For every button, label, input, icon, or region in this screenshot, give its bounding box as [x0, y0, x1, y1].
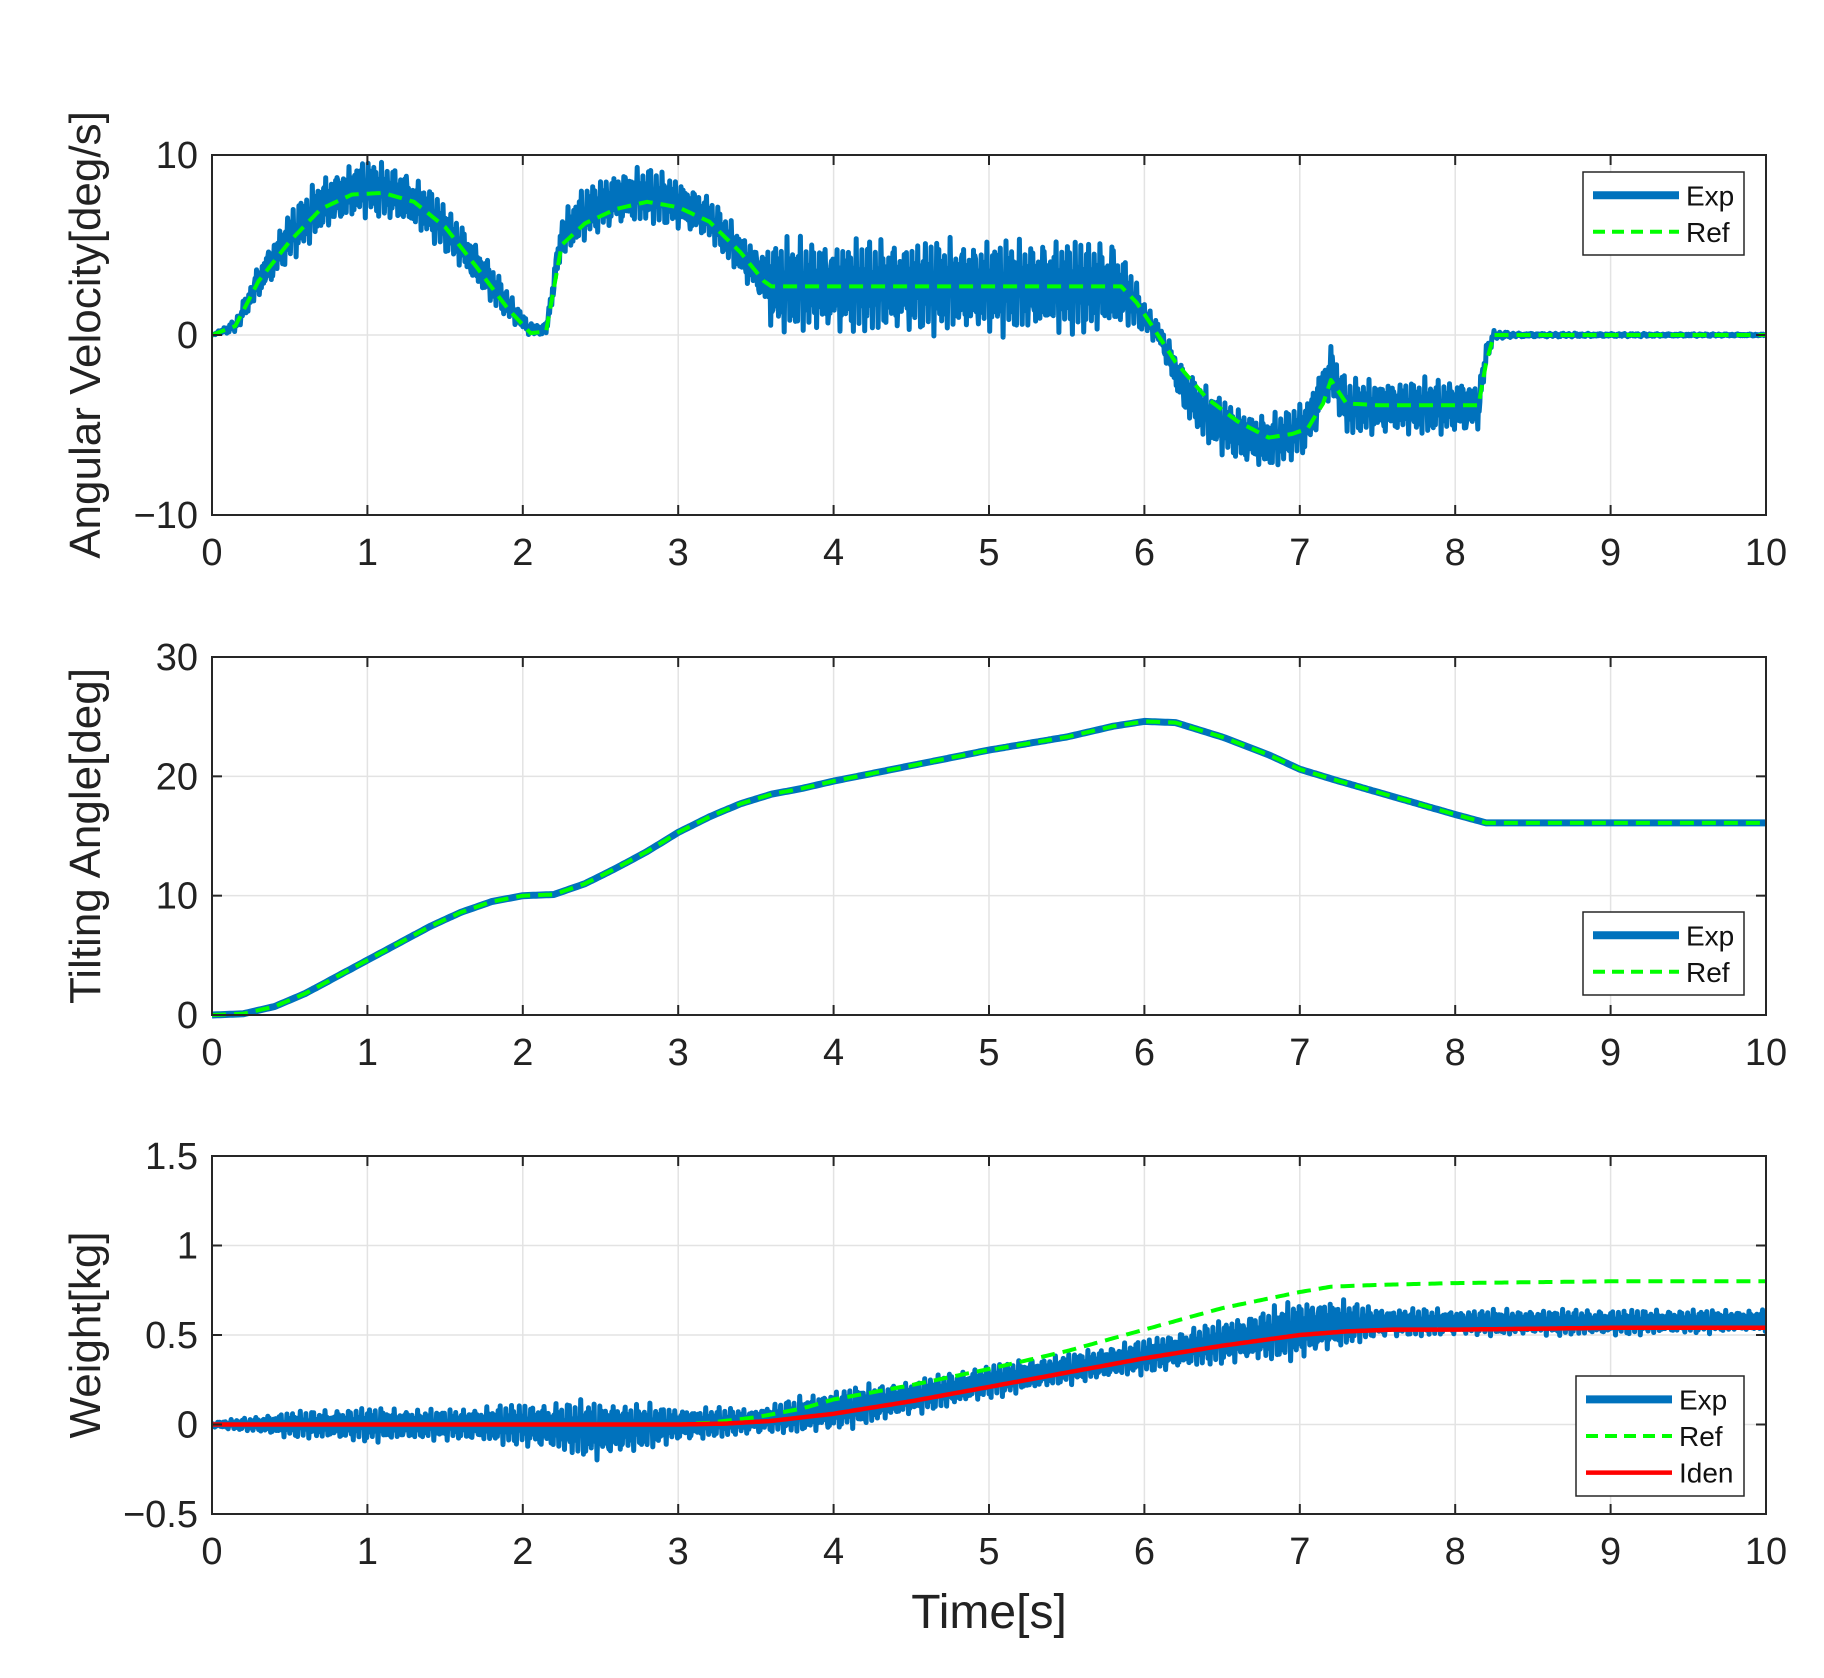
x-tick-label: 7 — [1289, 1531, 1310, 1573]
x-tick-label: 2 — [512, 532, 533, 574]
x-tick-label: 4 — [823, 1032, 844, 1074]
series-line-ref — [212, 1279, 1766, 1427]
y-tick-label: 10 — [156, 876, 198, 918]
chart-panel-3: 0 1 2 3 4 5 6 7 8 9 101.510.50−0.5Weight[kg]Time[s… — [61, 1136, 1787, 1639]
x-tick-label: 8 — [1445, 532, 1466, 574]
y-axis-label: Angular Velocity[deg/s] — [61, 111, 110, 559]
y-tick-label: 0.5 — [145, 1315, 198, 1357]
x-tick-label: 5 — [978, 1032, 999, 1074]
series-line-ref — [212, 190, 1766, 440]
x-tick-label: 5 — [978, 1531, 999, 1573]
x-tick-label: 7 — [1289, 532, 1310, 574]
y-tick-label: 0 — [177, 995, 198, 1037]
x-tick-label: 4 — [823, 1531, 844, 1573]
legend: Exp Ref — [1582, 171, 1745, 256]
y-tick-label: 30 — [156, 637, 198, 679]
x-tick-label: 7 — [1289, 1032, 1310, 1074]
chart-panel-2: 0 1 2 3 4 5 6 7 8 9 10 30 20 10 0 Tilting Angle[deg] Exp… — [61, 637, 1787, 1074]
x-tick-label: 3 — [668, 1531, 689, 1573]
x-tick-label: 2 — [512, 1531, 533, 1573]
x-tick-label: 3 — [668, 1032, 689, 1074]
y-tick-label: 0 — [177, 1405, 198, 1447]
legend-label-iden: Iden — [1679, 1458, 1734, 1489]
legend-box — [1582, 171, 1745, 256]
x-tick-label: 9 — [1600, 1032, 1621, 1074]
y-axis-label: Tilting Angle[deg] — [61, 668, 110, 1004]
y-tick-label: 1 — [177, 1226, 198, 1268]
legend-label-exp: Exp — [1686, 180, 1734, 211]
legend: Exp Ref — [1582, 911, 1745, 996]
y-tick-label: 10 — [156, 135, 198, 177]
legend-label-exp: Exp — [1686, 920, 1734, 951]
legend: Exp Ref Iden — [1575, 1375, 1745, 1497]
x-tick-label: 1 — [357, 1531, 378, 1573]
legend-label-exp: Exp — [1679, 1384, 1727, 1415]
x-tick-label: 0 — [201, 1032, 222, 1074]
x-tick-label: 6 — [1134, 1032, 1155, 1074]
x-tick-label: 3 — [668, 532, 689, 574]
y-tick-label: −10 — [134, 495, 198, 537]
x-tick-label: 9 — [1600, 1531, 1621, 1573]
x-tick-label: 9 — [1600, 532, 1621, 574]
y-tick-label: 20 — [156, 756, 198, 798]
x-tick-label: 2 — [512, 1032, 533, 1074]
x-tick-label: 4 — [823, 532, 844, 574]
x-tick-label: 8 — [1445, 1032, 1466, 1074]
legend-label-ref: Ref — [1679, 1421, 1723, 1452]
y-tick-label: 0 — [177, 315, 198, 357]
legend-box — [1582, 911, 1745, 996]
series-line-ref — [212, 719, 1766, 1017]
x-tick-label: 8 — [1445, 1531, 1466, 1573]
x-axis-label: Time[s] — [911, 1586, 1067, 1639]
x-tick-label: 0 — [201, 1531, 222, 1573]
x-tick-label: 1 — [357, 532, 378, 574]
legend-label-ref: Ref — [1686, 957, 1730, 988]
x-tick-label: 1 — [357, 1032, 378, 1074]
y-tick-label: −0.5 — [123, 1494, 198, 1536]
series-line-iden — [212, 1325, 1766, 1427]
x-tick-label: 6 — [1134, 1531, 1155, 1573]
x-tick-label: 10 — [1745, 532, 1787, 574]
x-tick-label: 6 — [1134, 532, 1155, 574]
x-tick-label: 10 — [1745, 1032, 1787, 1074]
x-tick-label: 10 — [1745, 1531, 1787, 1573]
x-tick-label: 5 — [978, 532, 999, 574]
x-tick-label: 0 — [201, 532, 222, 574]
legend-label-ref: Ref — [1686, 217, 1730, 248]
y-tick-label: 1.5 — [145, 1136, 198, 1178]
y-axis-label: Weight[kg] — [61, 1231, 110, 1438]
